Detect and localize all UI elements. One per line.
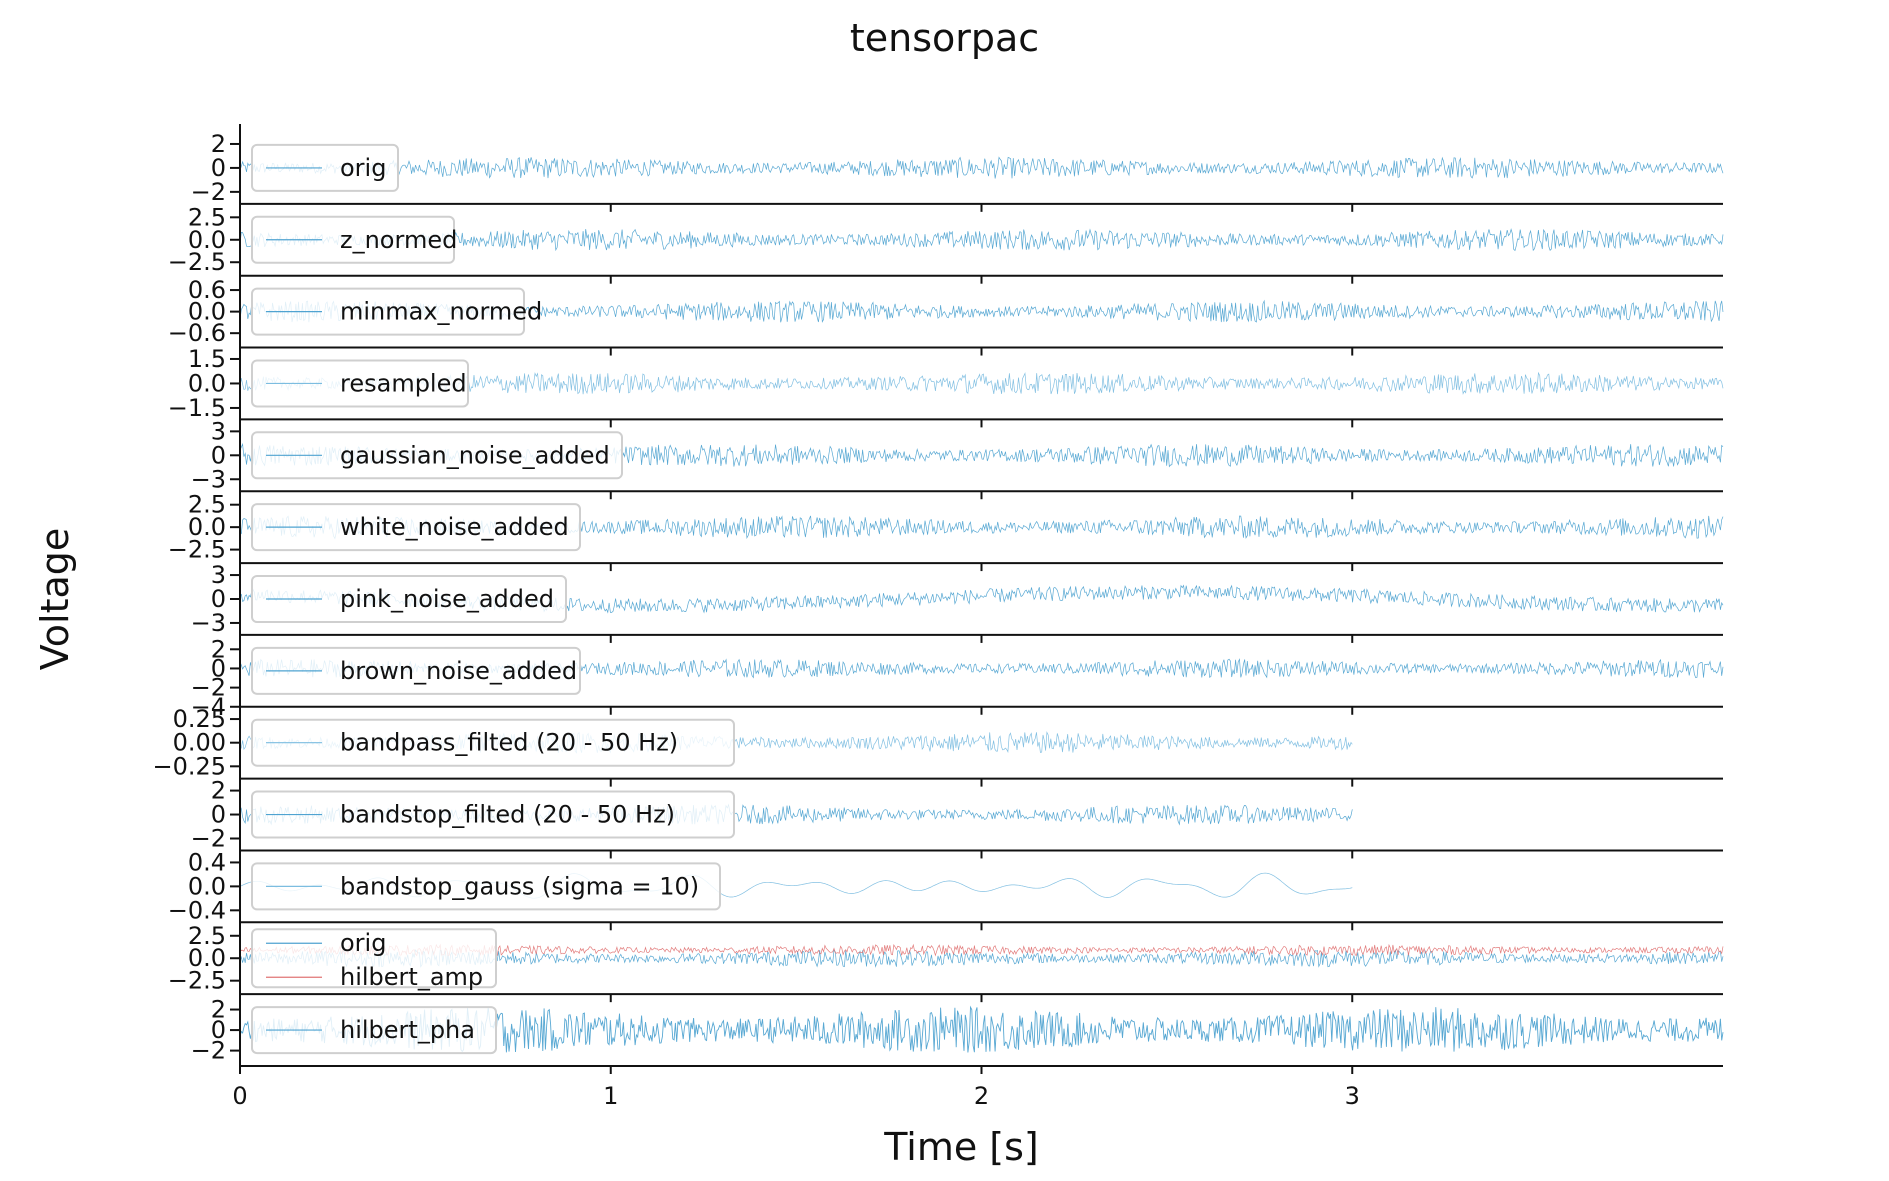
x-tick-label: 2 [974,1082,989,1110]
y-tick-label: −0.25 [152,752,226,780]
legend-label: minmax_normed [340,298,542,326]
legend-label: brown_noise_added [340,657,577,685]
panel-1: 20−2 orig [191,130,1724,212]
panel-4: 1.50.0−1.5 resampled [168,345,1724,428]
y-tick-label: 0 [211,654,226,682]
y-tick-label: 0 [211,585,226,613]
panel-6: 2.50.0−2.5 white_noise_added [168,491,1724,572]
y-tick-label: −4 [191,693,226,721]
x-tick-label: 1 [603,1082,618,1110]
legend-label: white_noise_added [340,513,569,541]
y-tick-label: 0 [211,154,226,182]
legend-label: orig [340,929,386,957]
legend-label: bandpass_filted (20 - 50 Hz) [340,729,678,757]
legend-box [251,287,525,336]
series-line-2-1 [239,228,1724,252]
y-tick-label: −2 [191,674,226,702]
y-tick-label: 0.6 [188,276,226,304]
y-tick-label: −0.4 [168,896,226,924]
panel-11: 0.40.0−0.4 bandstop_gauss (sigma = 10) [168,848,1723,931]
y-tick-label: 0.25 [173,705,226,733]
panel-9: 0.250.00−0.25 bandpass_filted (20 - 50 Hz… [152,705,1723,787]
y-tick-label: −0.6 [168,319,226,347]
y-tick-label: 0 [211,441,226,469]
x-axis-label: Time [s] [883,1125,1039,1169]
y-tick-label: −2 [191,824,226,852]
legend-label: gaussian_noise_added [340,441,610,469]
y-tick-label: 2 [211,130,226,158]
y-tick-label: −3 [191,609,226,637]
legend-label: pink_noise_added [340,585,554,613]
legend-box [251,646,581,695]
legend-box [251,1006,497,1055]
legend-label: z_normed [340,226,457,254]
x-tick-label: 0 [232,1082,247,1110]
legend-box [251,431,623,480]
legend-label: hilbert_pha [340,1016,475,1044]
legend-label: orig [340,154,386,182]
legend-box [251,143,399,192]
legend-box [251,575,567,623]
series-line-1-1 [239,156,1724,179]
y-tick-label: 0.0 [188,872,226,900]
chart-title: tensorpac [849,16,1040,60]
y-tick-label: 0 [211,801,226,829]
panel-12: 2.50.0−2.5 orig hilbert_amp [168,922,1724,1003]
y-tick-label: −2.5 [168,248,226,276]
legend-box [251,718,735,767]
y-axis-label: Voltage [33,528,77,671]
legend-box [251,503,581,552]
y-tick-label: 2 [211,777,226,805]
y-tick-label: 2 [211,635,226,663]
legend-label: resampled [340,369,467,397]
panel-2: 2.50.0−2.5 z_normed [168,203,1724,284]
y-tick-label: 1.5 [188,345,226,373]
y-tick-label: −1.5 [168,394,226,422]
panel-8: 20−2−4 brown_noise_added [191,635,1724,721]
y-tick-label: −2 [191,1037,226,1065]
legend-label: hilbert_amp [340,963,483,991]
legend-label: bandstop_gauss (sigma = 10) [340,872,699,900]
legend-box [251,790,735,839]
y-tick-label: −2 [191,178,226,206]
panel-10: 20−2 bandstop_filted (20 - 50 Hz) [191,777,1723,859]
y-tick-label: 2.5 [188,491,226,519]
x-tick-label: 3 [1345,1082,1360,1110]
y-tick-label: 0.0 [188,369,226,397]
legend-box [251,359,469,408]
y-tick-label: 0.0 [188,226,226,254]
y-tick-label: 0 [211,1016,226,1044]
y-tick-label: 0.00 [173,729,226,757]
y-tick-label: 2.5 [188,922,226,950]
legend-box [251,215,455,264]
panel-5: 30−3 gaussian_noise_added [191,417,1724,500]
y-tick-label: 2.5 [188,203,226,231]
panel-7: 30−3 pink_noise_added [191,561,1724,643]
y-tick-label: 3 [211,417,226,445]
panel-13: 20−2 hilbert_pha [191,996,1724,1074]
y-tick-label: −2.5 [168,967,226,995]
y-tick-label: 3 [211,561,226,589]
y-tick-label: −2.5 [168,536,226,564]
legend-label: bandstop_filted (20 - 50 Hz) [340,801,675,829]
y-tick-label: 0.0 [188,513,226,541]
panel-3: 0.60.0−0.6 minmax_normed [168,276,1724,356]
y-tick-label: 0.4 [188,848,226,876]
y-tick-label: 0.0 [188,298,226,326]
series-line-4-1 [239,371,1724,395]
y-tick-label: 2 [211,996,226,1024]
y-tick-label: −3 [191,465,226,493]
y-tick-label: 0.0 [188,944,226,972]
legend-box [251,862,721,911]
